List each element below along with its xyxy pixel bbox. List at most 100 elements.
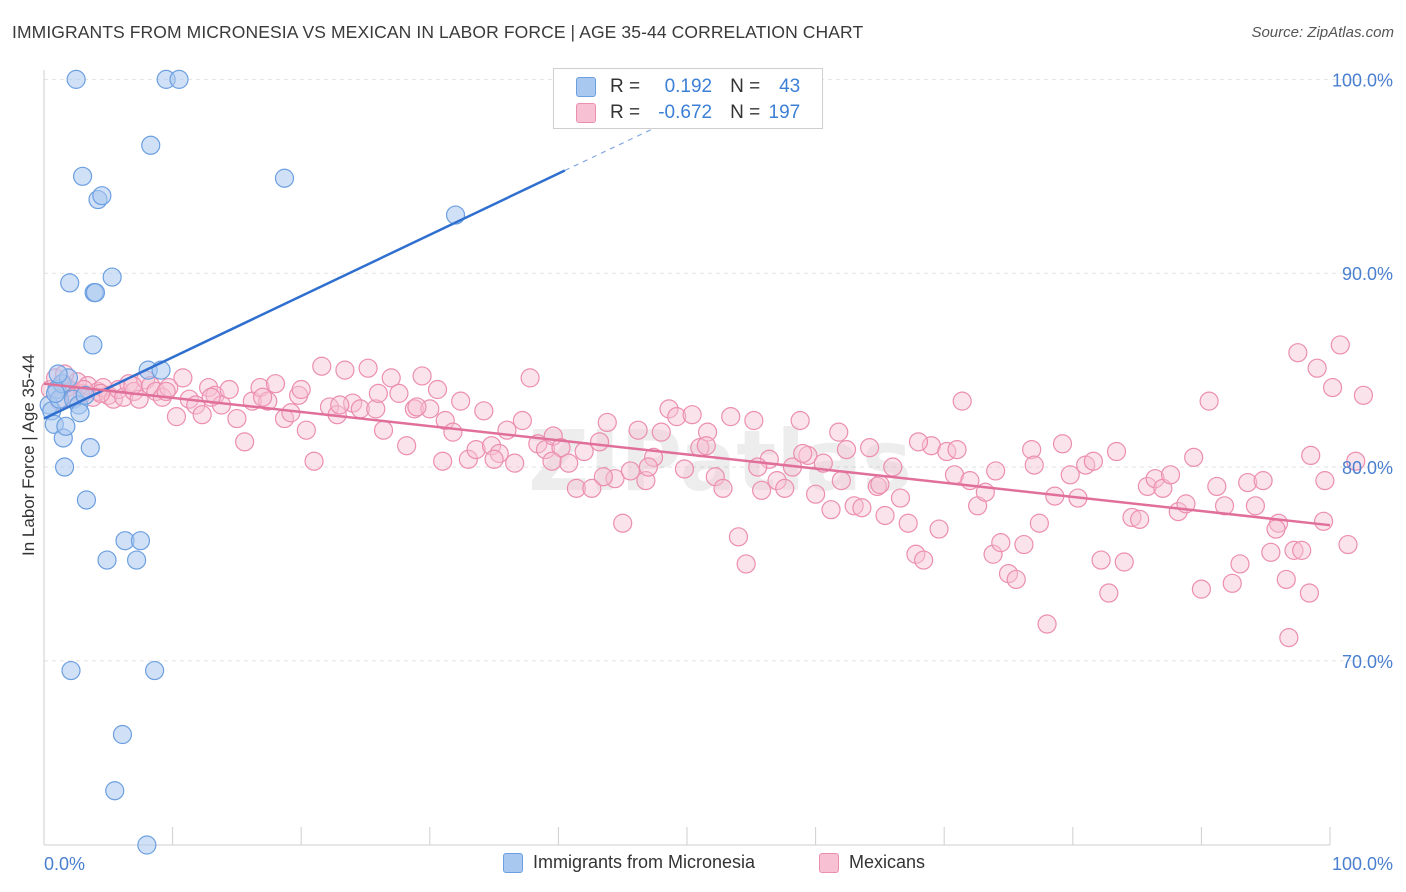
micronesia-point [83,335,103,355]
grid-layer [44,78,1395,662]
chart-title: IMMIGRANTS FROM MICRONESIA VS MEXICAN IN… [12,22,864,42]
mexicans-point [291,379,311,400]
mexicans-point [1207,476,1227,497]
micronesia-point [169,69,189,89]
mexicans-point [983,544,1003,564]
n-value: 43 [779,76,801,97]
mexicans-point [265,374,286,394]
axes-layer [43,70,1331,846]
y-tick-label: 80.0% [1342,458,1393,478]
mexicans-point [914,550,934,570]
mexicans-point [1130,509,1150,529]
mexicans-point [1160,465,1181,485]
stats-legend: R = 0.192 N = 43 R = -0.672 N = 197 [553,68,823,129]
mexicans-point [908,432,929,452]
mexicans-point [775,478,795,498]
mexicans-point [1145,469,1165,489]
mexicans-point [551,438,571,458]
mexicans-legend-swatch [819,852,839,873]
mexicans-point [1191,579,1212,599]
mexicans-point [1346,451,1366,471]
mexicans-point [1024,455,1044,475]
mexicans-point [368,383,388,403]
y-tick-label: 90.0% [1342,264,1393,284]
legend-item-micronesia[interactable]: Immigrants from Micronesia [503,852,755,873]
mexicans-point [1106,441,1127,462]
mexicans-point [1099,583,1119,603]
mexicans-point [947,439,967,460]
mexicans-point [1060,465,1080,485]
mexicans-point [512,410,532,431]
micronesia-trend-extension [564,127,656,172]
mexicans-point [1266,519,1286,539]
micronesia-point [48,364,68,384]
mexicans-point [1037,614,1057,634]
micronesia-point [72,166,93,186]
n-label: N = [730,102,761,123]
mexicans-point [883,457,903,477]
micronesia-point [274,168,295,188]
mexicans-point [651,422,671,442]
mexicans-point [166,407,187,427]
mexicans-point [1313,511,1334,531]
mexicans-point [890,488,911,508]
micronesia-point [80,438,100,458]
mexicans-point [484,449,504,469]
mexicans-point [1184,447,1204,467]
mexicans-point [407,397,427,417]
micronesia-legend-swatch [503,852,523,873]
mexicans-point [728,527,749,547]
micronesia-point [54,457,75,477]
mexicans-point [1253,471,1273,491]
legend-item-mexicans[interactable]: Mexicans [819,852,925,873]
y-axis-label: In Labor Force | Age 35-44 [19,354,38,556]
mexicans-point [582,478,602,498]
mexicans-point [1029,513,1049,533]
mexicans-point [667,407,687,427]
trend-lines [43,127,1331,527]
micronesia-point [141,135,161,155]
mexicans-point [304,451,324,471]
mexicans-point [389,383,409,403]
mexicans-point [628,420,648,440]
mexicans-point [986,461,1006,481]
micronesia-point [61,660,81,681]
mexicans-point [466,439,486,460]
mexicans-point [1137,476,1157,497]
mexicans-point [427,379,448,400]
mexicans-point [829,422,849,442]
n-value: 197 [768,102,801,123]
mexicans-trend-line [43,382,1331,527]
mexicans-point [620,461,641,481]
micronesia-points [39,69,466,855]
mexicans-point [1315,471,1335,491]
mexicans-point [682,405,702,425]
mexicans-point [1299,583,1320,603]
legend-label: Mexicans [849,852,926,872]
mexicans-point [659,399,679,419]
r-value: 0.192 [664,76,713,97]
mexicans-point [1238,472,1258,493]
mexicans-point [674,459,695,479]
mexicans-point [489,443,509,464]
micronesia-point [70,403,90,423]
mexicans-point [433,451,453,471]
mexicans-point [1222,573,1242,593]
mexicans-point [258,391,278,411]
mexicans-point [593,467,614,487]
mexicans-point [1284,540,1304,560]
mexicans-point [366,399,386,419]
micronesia-swatch [576,77,596,97]
mexicans-point [870,474,890,495]
mexicans-point [1322,377,1343,398]
mexicans-point [831,471,851,491]
mexicans-point [235,432,255,452]
mexicans-point [1292,540,1312,560]
mexicans-point [638,457,659,477]
mexicans-point [397,436,417,456]
mexicans-point [451,391,471,411]
mexicans-point [875,505,895,526]
mexicans-point [219,379,239,400]
mexicans-point [312,356,332,376]
mexicans-point [574,441,594,462]
